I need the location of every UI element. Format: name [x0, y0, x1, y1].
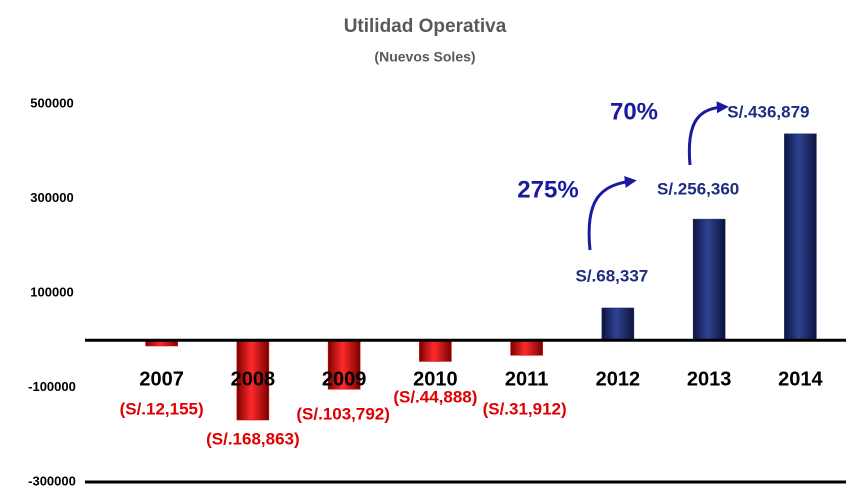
value-label: S/.436,879	[727, 102, 809, 121]
value-label: S/.256,360	[657, 179, 739, 198]
y-tick-label: 500000	[30, 95, 73, 110]
x-tick-label: 2010	[413, 368, 458, 390]
value-label: (S/.12,155)	[120, 399, 204, 418]
value-label: (S/.103,792)	[296, 404, 390, 423]
annotation: 275%	[517, 176, 578, 203]
x-tick-label: 2007	[139, 368, 184, 390]
x-tick-label: 2009	[322, 368, 367, 390]
value-label: (S/.168,863)	[206, 429, 300, 448]
chart-title: Utilidad Operativa	[344, 16, 507, 37]
x-tick-label: 2011	[505, 368, 548, 390]
bar	[419, 340, 452, 362]
bar	[327, 340, 361, 390]
value-label: (S/.31,912)	[483, 399, 567, 418]
x-tick-label: 2013	[687, 368, 732, 390]
bar	[692, 218, 726, 341]
bar	[601, 307, 635, 341]
value-label: S/.68,337	[575, 266, 648, 285]
arrow	[687, 101, 729, 166]
x-tick-label: 2008	[231, 368, 276, 390]
annotation: 70%	[610, 98, 658, 125]
bar	[236, 340, 270, 421]
bar	[784, 133, 817, 341]
bar	[510, 340, 543, 356]
y-tick-label: -300000	[28, 473, 76, 488]
y-tick-label: 300000	[30, 190, 73, 205]
chart-subtitle: (Nuevos Soles)	[374, 49, 475, 65]
y-tick-label: -100000	[28, 379, 76, 394]
value-label: (S/.44,888)	[393, 387, 477, 406]
x-tick-label: 2014	[778, 368, 823, 390]
x-tick-label: 2012	[596, 368, 641, 390]
arrow	[587, 175, 637, 251]
y-tick-label: 100000	[30, 284, 73, 299]
